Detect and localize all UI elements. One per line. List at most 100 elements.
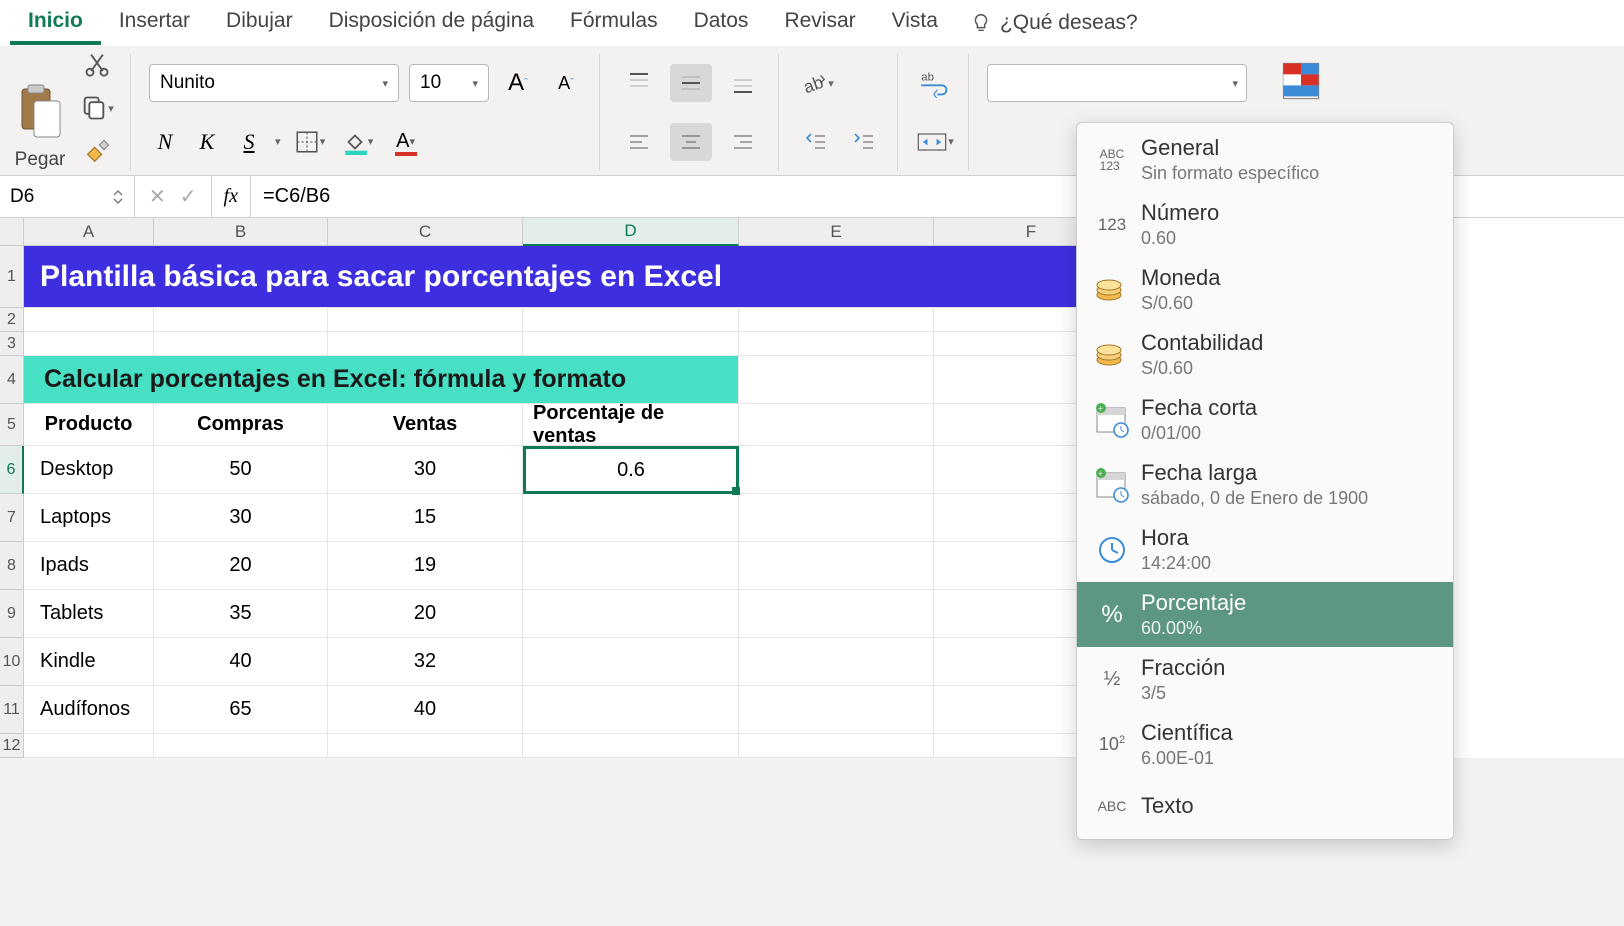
cell-C8[interactable]: 19 bbox=[328, 542, 523, 590]
row-header-3[interactable]: 3 bbox=[0, 332, 24, 356]
number-format-option-científica[interactable]: 102Científica6.00E-01 bbox=[1077, 712, 1453, 777]
cell-D11[interactable] bbox=[523, 686, 739, 734]
number-format-option-número[interactable]: 123Número0.60 bbox=[1077, 192, 1453, 257]
cell[interactable] bbox=[739, 308, 934, 332]
cell[interactable] bbox=[739, 590, 934, 638]
cell[interactable] bbox=[739, 404, 934, 446]
font-color-button[interactable]: A ▾ bbox=[387, 123, 425, 161]
align-right-button[interactable] bbox=[722, 123, 764, 161]
row-header-12[interactable]: 12 bbox=[0, 734, 24, 758]
font-family-select[interactable]: Nunito ▾ bbox=[149, 64, 399, 102]
cell[interactable] bbox=[523, 332, 739, 356]
increase-font-button[interactable]: Aˆ bbox=[499, 64, 537, 102]
cell[interactable] bbox=[328, 308, 523, 332]
menu-tab-disposición-de-página[interactable]: Disposición de página bbox=[311, 1, 552, 45]
cell[interactable] bbox=[24, 308, 154, 332]
table-header-ventas[interactable]: Ventas bbox=[328, 404, 523, 446]
cell[interactable] bbox=[523, 308, 739, 332]
cell[interactable] bbox=[739, 542, 934, 590]
cell-A9[interactable]: Tablets bbox=[24, 590, 154, 638]
menu-tab-fórmulas[interactable]: Fórmulas bbox=[552, 1, 676, 45]
menu-tab-vista[interactable]: Vista bbox=[874, 1, 956, 45]
cell[interactable] bbox=[24, 332, 154, 356]
merge-button[interactable]: ▾ bbox=[916, 123, 954, 161]
number-format-option-hora[interactable]: Hora14:24:00 bbox=[1077, 517, 1453, 582]
align-center-button[interactable] bbox=[670, 123, 712, 161]
column-header-C[interactable]: C bbox=[328, 218, 523, 246]
cell-B11[interactable]: 65 bbox=[154, 686, 328, 734]
cell-C7[interactable]: 15 bbox=[328, 494, 523, 542]
cell-A6[interactable]: Desktop bbox=[24, 446, 154, 494]
conditional-formatting-button[interactable] bbox=[1279, 59, 1327, 107]
tell-me-button[interactable]: ¿Qué deseas? bbox=[956, 1, 1152, 45]
row-header-1[interactable]: 1 bbox=[0, 246, 24, 308]
number-format-option-contabilidad[interactable]: ContabilidadS/0.60 bbox=[1077, 322, 1453, 387]
number-format-option-moneda[interactable]: MonedaS/0.60 bbox=[1077, 257, 1453, 322]
align-middle-button[interactable] bbox=[670, 64, 712, 102]
cell[interactable] bbox=[739, 446, 934, 494]
number-format-option-texto[interactable]: ABCTexto bbox=[1077, 777, 1453, 835]
cell[interactable] bbox=[523, 734, 739, 758]
cut-button[interactable] bbox=[78, 45, 116, 83]
row-header-7[interactable]: 7 bbox=[0, 494, 24, 542]
cell[interactable] bbox=[154, 308, 328, 332]
column-header-E[interactable]: E bbox=[739, 218, 934, 246]
cell[interactable] bbox=[328, 332, 523, 356]
number-format-option-porcentaje[interactable]: %Porcentaje60.00% bbox=[1077, 582, 1453, 647]
table-header-compras[interactable]: Compras bbox=[154, 404, 328, 446]
cell[interactable] bbox=[24, 734, 154, 758]
cell[interactable] bbox=[739, 332, 934, 356]
cell-B9[interactable]: 35 bbox=[154, 590, 328, 638]
align-bottom-button[interactable] bbox=[722, 64, 764, 102]
selection-handle[interactable] bbox=[732, 487, 740, 495]
table-header-porcentaje-de-ventas[interactable]: Porcentaje de ventas bbox=[523, 404, 739, 446]
copy-button[interactable]: ▾ bbox=[78, 89, 116, 127]
cell-C6[interactable]: 30 bbox=[328, 446, 523, 494]
cell-B8[interactable]: 20 bbox=[154, 542, 328, 590]
increase-indent-button[interactable] bbox=[845, 123, 883, 161]
cell-D7[interactable] bbox=[523, 494, 739, 542]
column-header-D[interactable]: D bbox=[523, 218, 739, 246]
number-format-option-fecha-larga[interactable]: +Fecha largasábado, 0 de Enero de 1900 bbox=[1077, 452, 1453, 517]
align-left-button[interactable] bbox=[618, 123, 660, 161]
row-header-11[interactable]: 11 bbox=[0, 686, 24, 734]
cell[interactable] bbox=[328, 734, 523, 758]
orientation-button[interactable]: ab ▾ bbox=[797, 64, 835, 102]
underline-button[interactable]: S bbox=[233, 123, 265, 161]
wrap-text-button[interactable]: ab bbox=[916, 64, 954, 102]
cell-A8[interactable]: Ipads bbox=[24, 542, 154, 590]
cell[interactable] bbox=[154, 734, 328, 758]
menu-tab-dibujar[interactable]: Dibujar bbox=[208, 1, 311, 45]
decrease-indent-button[interactable] bbox=[797, 123, 835, 161]
cell[interactable] bbox=[739, 734, 934, 758]
column-header-A[interactable]: A bbox=[24, 218, 154, 246]
cell-D9[interactable] bbox=[523, 590, 739, 638]
menu-tab-insertar[interactable]: Insertar bbox=[101, 1, 208, 45]
cell-D8[interactable] bbox=[523, 542, 739, 590]
table-header-producto[interactable]: Producto bbox=[24, 404, 154, 446]
decrease-font-button[interactable]: Aˇ bbox=[547, 64, 585, 102]
font-size-select[interactable]: 10 ▾ bbox=[409, 64, 489, 102]
subtitle-cell[interactable]: Calcular porcentajes en Excel: fórmula y… bbox=[24, 356, 739, 404]
cell[interactable] bbox=[739, 638, 934, 686]
cell[interactable] bbox=[739, 356, 934, 404]
column-header-B[interactable]: B bbox=[154, 218, 328, 246]
paste-button[interactable] bbox=[10, 77, 70, 147]
number-format-option-general[interactable]: ABC123GeneralSin formato específico bbox=[1077, 127, 1453, 192]
fill-color-button[interactable]: ▾ bbox=[339, 123, 377, 161]
italic-button[interactable]: K bbox=[191, 123, 223, 161]
number-format-option-fracción[interactable]: ½Fracción3/5 bbox=[1077, 647, 1453, 712]
cell-C9[interactable]: 20 bbox=[328, 590, 523, 638]
cell[interactable] bbox=[739, 686, 934, 734]
number-format-select[interactable]: ▾ bbox=[987, 64, 1247, 102]
row-header-2[interactable]: 2 bbox=[0, 308, 24, 332]
row-header-10[interactable]: 10 bbox=[0, 638, 24, 686]
row-header-6[interactable]: 6 bbox=[0, 446, 24, 494]
cancel-formula-button[interactable]: ✕ bbox=[149, 184, 166, 209]
cell[interactable] bbox=[154, 332, 328, 356]
cell[interactable] bbox=[739, 494, 934, 542]
menu-tab-inicio[interactable]: Inicio bbox=[10, 1, 101, 45]
borders-button[interactable]: ▾ bbox=[291, 123, 329, 161]
cell-A7[interactable]: Laptops bbox=[24, 494, 154, 542]
row-header-5[interactable]: 5 bbox=[0, 404, 24, 446]
